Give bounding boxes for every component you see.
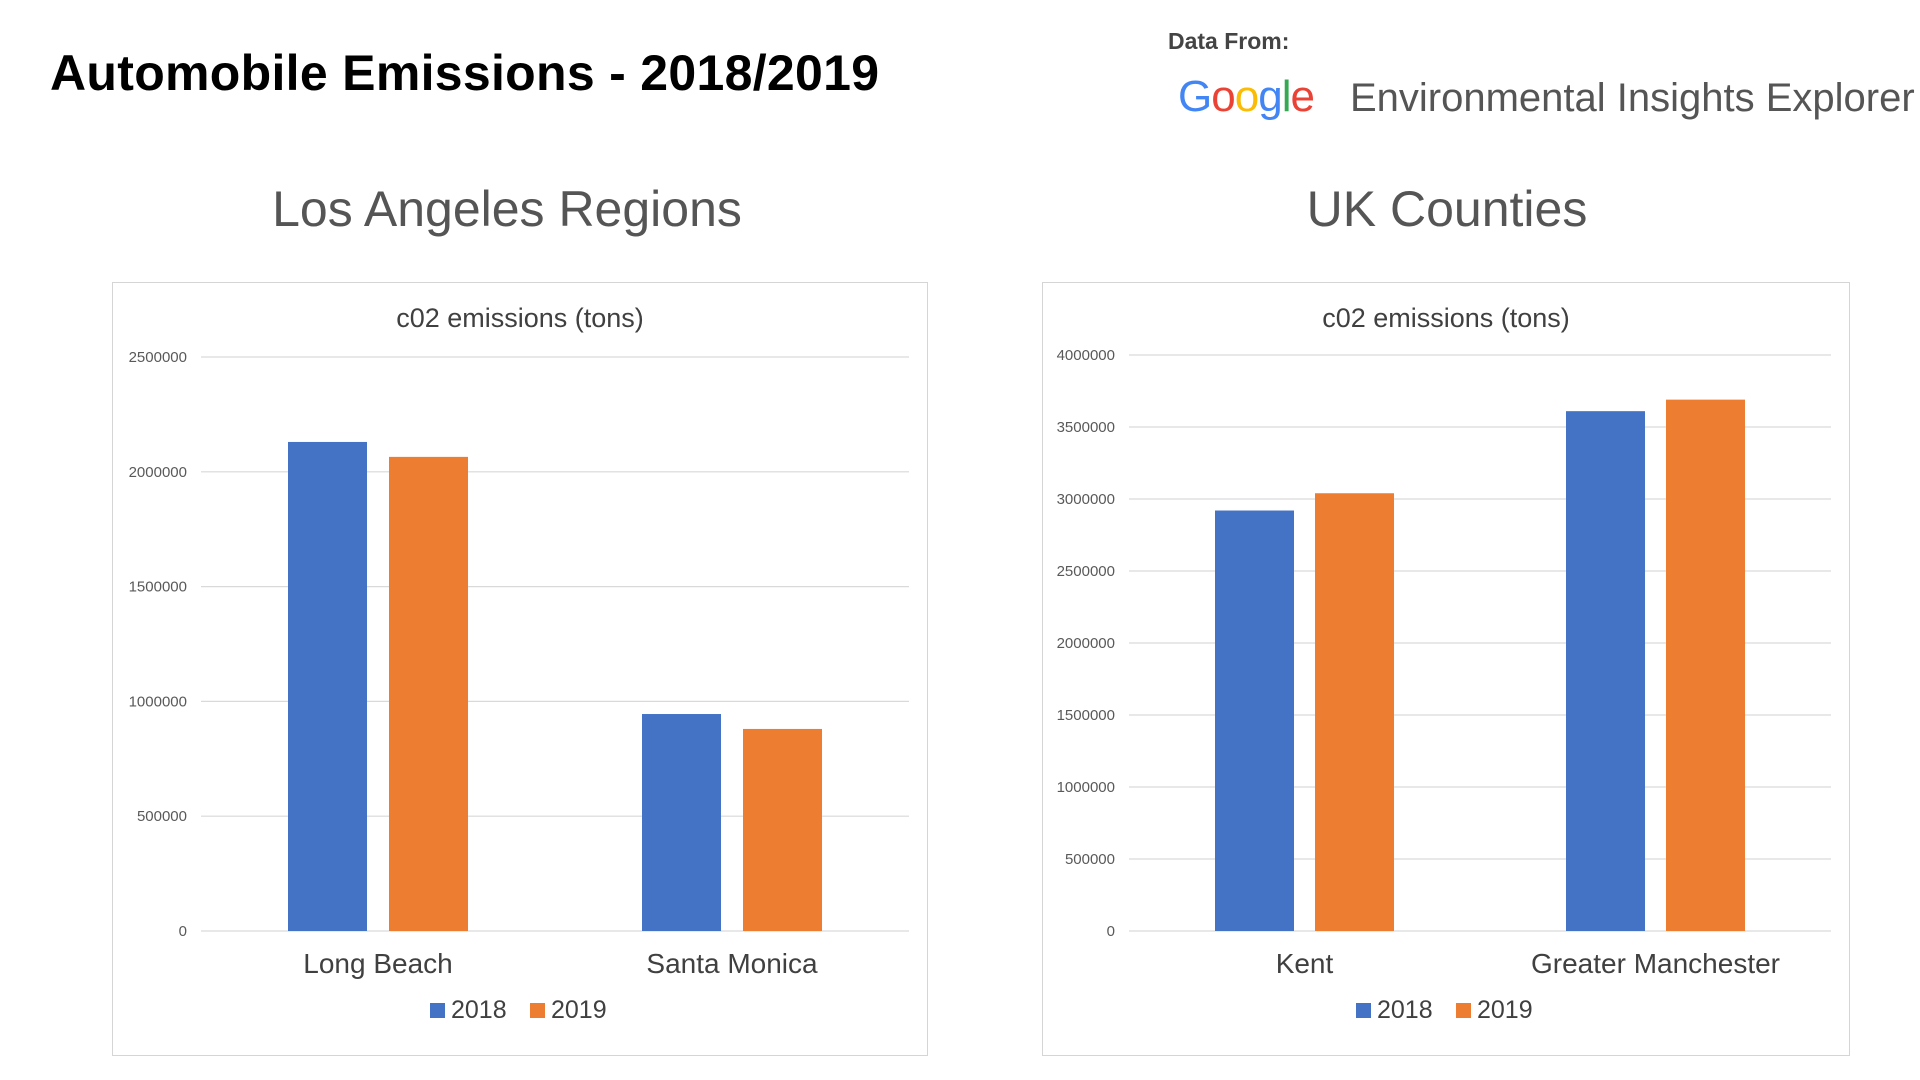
legend-swatch-2019 [1456, 1003, 1471, 1018]
legend-label-2018: 2018 [1377, 996, 1433, 1024]
y-tick-label: 3000000 [1057, 491, 1115, 508]
y-tick-label: 500000 [137, 808, 187, 825]
section-title-los-angeles: Los Angeles Regions [272, 181, 742, 237]
x-category-label: Kent [1276, 948, 1334, 979]
google-logo-letter: o [1211, 72, 1236, 121]
data-source: Data From: Google Environmental Insights… [1168, 28, 1915, 121]
google-logo-letter: G [1178, 72, 1212, 121]
bar-2019-kent [1315, 493, 1394, 931]
chart-title: c02 emissions (tons) [1322, 303, 1570, 333]
bar-2018-santa-monica [642, 714, 721, 931]
google-logo-letter: g [1258, 72, 1283, 121]
chart-los-angeles: c02 emissions (tons) 0 500000 1000000 150000… [112, 282, 928, 1056]
y-tick-label: 1000000 [129, 693, 187, 710]
google-logo-letter: o [1234, 72, 1260, 121]
google-logo: Google [1178, 72, 1315, 122]
legend-label-2019: 2019 [551, 996, 607, 1024]
bar-2018-greater-manchester [1566, 411, 1645, 931]
y-tick-label: 1000000 [1057, 779, 1115, 796]
x-category-label: Santa Monica [646, 948, 818, 979]
data-source-product: Environmental Insights Explorer [1349, 76, 1915, 120]
y-tick-label: 2000000 [1057, 635, 1115, 652]
google-logo-letter: e [1290, 72, 1315, 121]
chart-svg: c02 emissions (tons) 0 500000 1000000 150000… [1057, 303, 1831, 1024]
y-tick-label: 4000000 [1057, 347, 1115, 364]
google-logo-letter: l [1281, 72, 1292, 121]
y-tick-label: 1500000 [129, 579, 187, 596]
y-tick-label: 2000000 [129, 464, 187, 481]
section-title-uk: UK Counties [1306, 181, 1588, 237]
x-category-label: Long Beach [303, 948, 452, 979]
bar-2019-greater-manchester [1666, 399, 1745, 931]
y-tick-label: 0 [179, 923, 187, 940]
page-title: Automobile Emissions - 2018/2019 [50, 45, 880, 101]
legend-swatch-2018 [430, 1003, 445, 1018]
bar-2018-kent [1215, 510, 1294, 931]
data-source-label: Data From: [1168, 28, 1290, 54]
y-tick-label: 2500000 [1057, 563, 1115, 580]
legend-label-2018: 2018 [451, 996, 507, 1024]
legend-swatch-2018 [1356, 1003, 1371, 1018]
x-category-label: Greater Manchester [1531, 948, 1780, 979]
chart-svg: c02 emissions (tons) 0 500000 1000000 150000… [129, 303, 909, 1024]
legend-label-2019: 2019 [1477, 996, 1533, 1024]
y-tick-label: 0 [1107, 923, 1115, 940]
bar-2019-long-beach [389, 456, 468, 931]
y-tick-label: 1500000 [1057, 707, 1115, 724]
legend-swatch-2019 [530, 1003, 545, 1018]
y-tick-label: 500000 [1065, 851, 1115, 868]
chart-uk-counties: c02 emissions (tons) 0 500000 1000000 150000… [1042, 282, 1850, 1056]
bar-2019-santa-monica [743, 728, 822, 931]
chart-title: c02 emissions (tons) [396, 303, 644, 333]
y-tick-label: 3500000 [1057, 419, 1115, 436]
bar-2018-long-beach [288, 441, 367, 931]
data-source-brand: Google Environmental Insights Explorer [1178, 72, 1915, 122]
y-tick-label: 2500000 [129, 349, 187, 366]
